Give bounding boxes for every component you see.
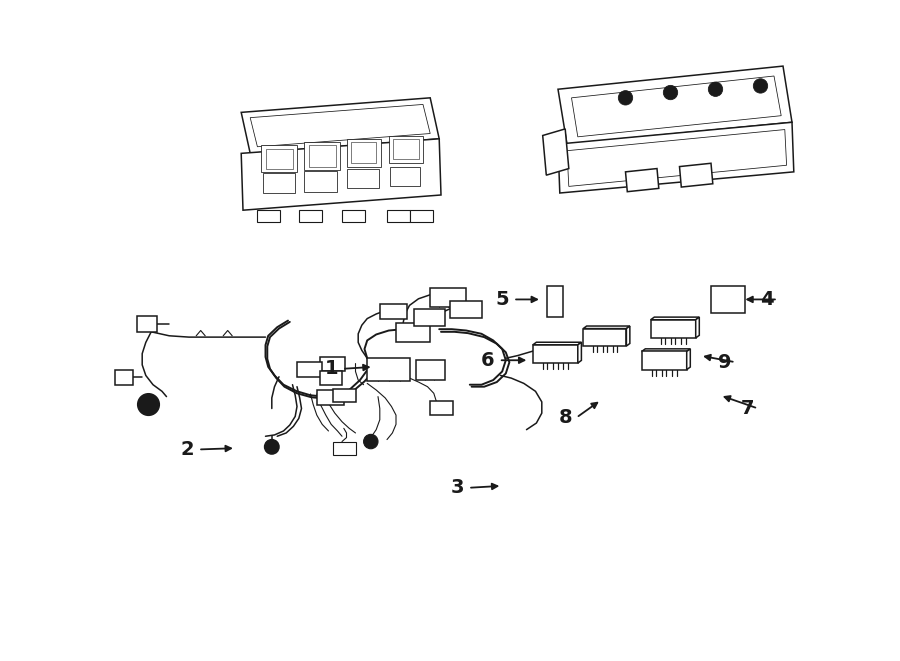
Polygon shape [250, 104, 430, 147]
Circle shape [708, 82, 723, 97]
Bar [393, 139, 419, 159]
Bar [333, 389, 356, 402]
Polygon shape [642, 352, 687, 369]
Polygon shape [572, 76, 781, 137]
Bar [396, 323, 430, 342]
Polygon shape [543, 129, 569, 175]
Polygon shape [583, 329, 626, 346]
Polygon shape [578, 342, 581, 363]
Text: 2: 2 [181, 440, 194, 459]
Bar [414, 309, 445, 326]
Bar [320, 357, 345, 371]
Bar [547, 286, 563, 317]
Polygon shape [626, 326, 630, 346]
Polygon shape [533, 342, 581, 345]
Bar [387, 210, 410, 222]
Polygon shape [626, 169, 659, 192]
Circle shape [265, 440, 279, 454]
Bar [320, 371, 342, 385]
Bar [367, 358, 410, 381]
Polygon shape [642, 349, 690, 352]
Bar [304, 171, 337, 192]
Bar [351, 142, 376, 163]
Circle shape [663, 85, 678, 100]
Bar [137, 316, 157, 332]
Bar [115, 370, 133, 385]
Polygon shape [241, 98, 439, 153]
Bar [346, 139, 381, 167]
Polygon shape [241, 139, 441, 210]
Text: 4: 4 [760, 290, 774, 309]
Bar [263, 173, 295, 193]
Text: 1: 1 [325, 360, 338, 378]
Text: 7: 7 [741, 399, 754, 418]
Polygon shape [651, 320, 696, 338]
Polygon shape [558, 66, 792, 144]
Bar [309, 145, 336, 167]
Bar [333, 442, 356, 455]
Text: 5: 5 [496, 290, 509, 309]
Circle shape [618, 91, 633, 105]
Bar [346, 169, 379, 188]
Bar [297, 362, 322, 377]
Bar [416, 360, 445, 380]
Bar [430, 288, 466, 307]
Bar [711, 286, 745, 313]
Bar [266, 149, 292, 169]
Polygon shape [696, 317, 699, 338]
Bar [299, 210, 322, 222]
Polygon shape [583, 326, 630, 329]
Bar [256, 210, 280, 222]
Bar [261, 145, 297, 172]
Polygon shape [687, 349, 690, 369]
Polygon shape [567, 130, 787, 186]
Text: 6: 6 [482, 351, 495, 369]
Polygon shape [680, 163, 713, 187]
Bar [380, 304, 407, 319]
Polygon shape [533, 345, 578, 363]
Text: 8: 8 [559, 408, 572, 427]
Bar [342, 210, 365, 222]
Polygon shape [558, 122, 794, 193]
Circle shape [138, 394, 159, 415]
Text: 9: 9 [718, 353, 732, 371]
Text: 3: 3 [451, 479, 464, 497]
Circle shape [753, 79, 768, 93]
Bar [304, 142, 340, 170]
Bar [389, 136, 423, 163]
Bar [450, 301, 482, 318]
Bar [410, 210, 433, 222]
Bar [390, 167, 420, 186]
Polygon shape [651, 317, 699, 320]
Bar [430, 401, 453, 415]
Circle shape [364, 434, 378, 449]
Bar [317, 390, 344, 405]
